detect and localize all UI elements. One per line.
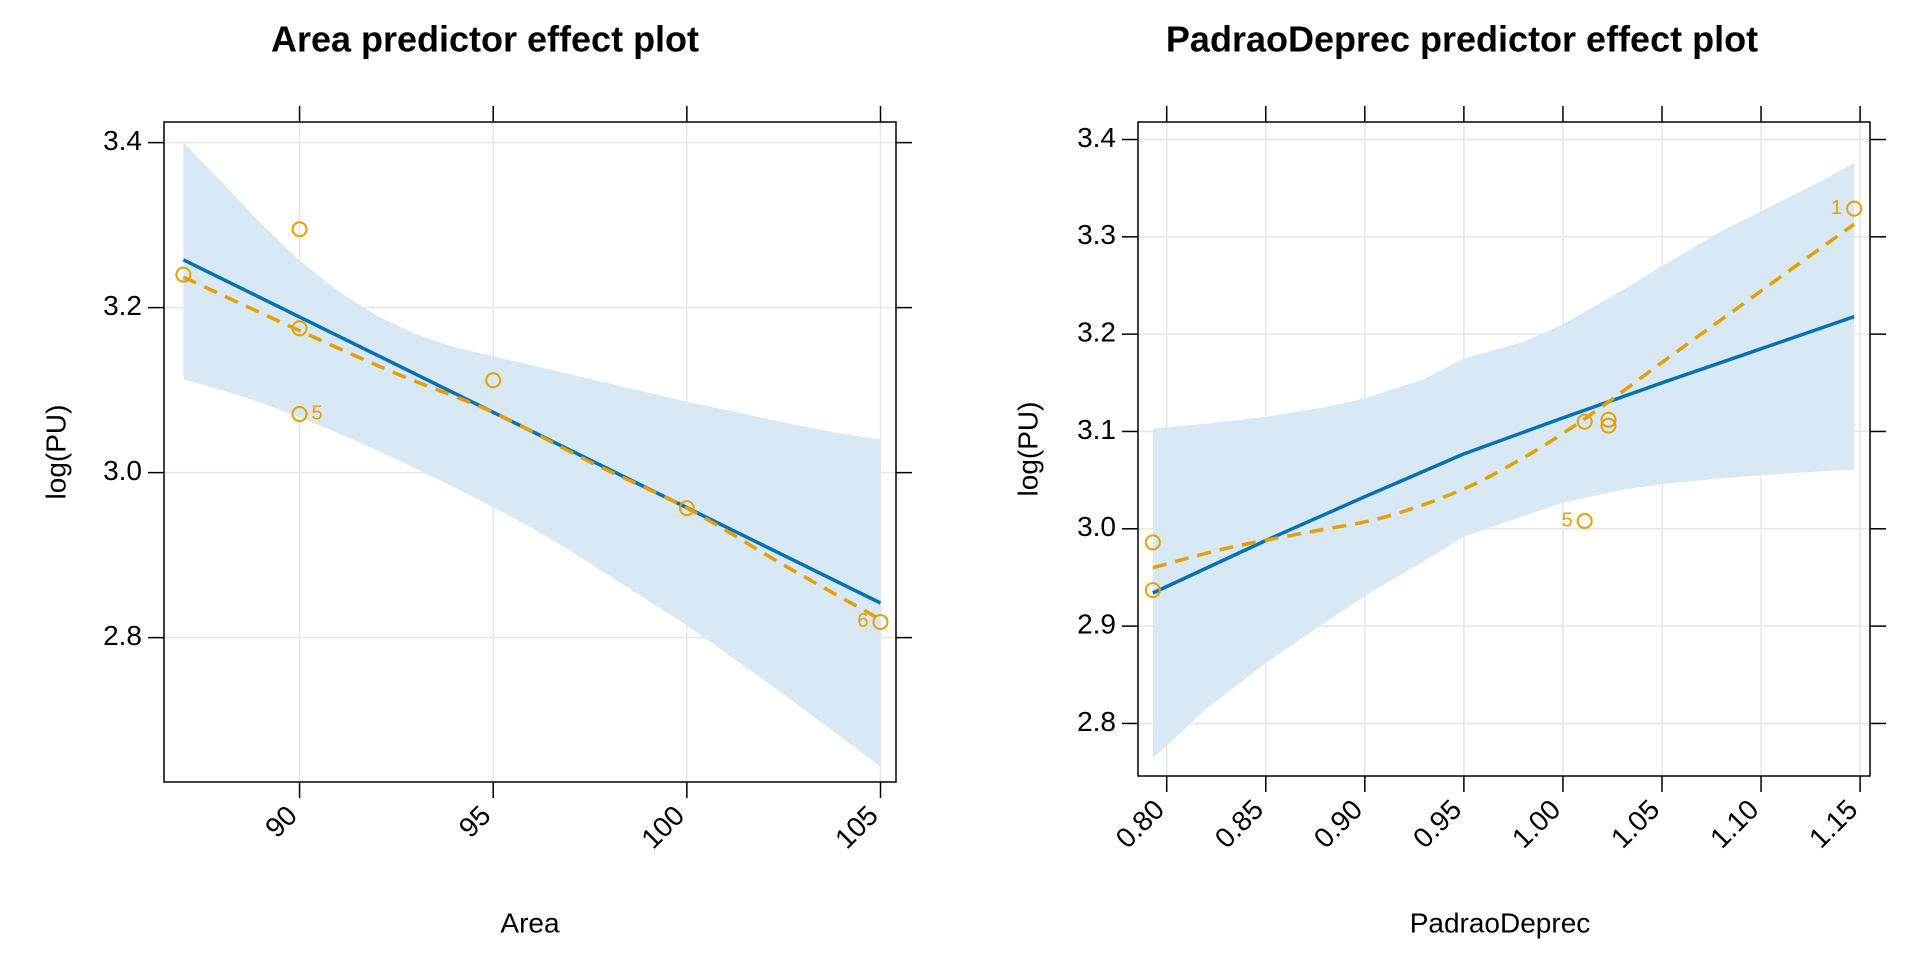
x-tick-label: 0.95 xyxy=(1407,794,1467,854)
fit-line xyxy=(1152,314,1855,595)
y-tick-label: 2.9 xyxy=(1077,609,1116,640)
y-tick-label: 3.2 xyxy=(1077,317,1116,348)
data-point xyxy=(1576,513,1593,530)
data-point xyxy=(1144,582,1161,599)
confidence-band xyxy=(183,142,881,767)
data-point xyxy=(1600,417,1617,434)
data-point xyxy=(1600,411,1617,428)
point-label: 5 xyxy=(1562,509,1573,531)
y-tick-label: 3.3 xyxy=(1077,219,1116,250)
point-label: 6 xyxy=(857,610,868,632)
chart-title: Area predictor effect plot xyxy=(271,19,699,60)
x-tick-label: 100 xyxy=(635,800,690,855)
y-tick-label: 3.4 xyxy=(103,125,142,156)
point-label: 5 xyxy=(312,402,323,424)
y-tick-label: 3.1 xyxy=(1077,414,1116,445)
data-point xyxy=(1846,200,1863,217)
data-point xyxy=(872,613,889,630)
area-effect-panel: Area predictor effect plot 5 6 90 95 100 105 2.… xyxy=(40,19,912,938)
x-tick-label: 95 xyxy=(453,800,497,844)
data-point xyxy=(678,500,695,517)
plot-frame xyxy=(1137,121,1871,777)
y-tick-label: 3.4 xyxy=(1077,122,1116,153)
x-tick-label: 0.80 xyxy=(1110,794,1170,854)
data-point xyxy=(291,221,308,238)
data-point xyxy=(485,372,502,389)
y-axis-label: log(PU) xyxy=(1012,402,1043,497)
data-point xyxy=(291,406,308,423)
point-label: 1 xyxy=(1831,197,1842,219)
y-axis-label: log(PU) xyxy=(40,405,71,500)
y-tick-label: 2.8 xyxy=(103,620,142,651)
confidence-band xyxy=(1152,162,1855,759)
x-tick-label: 1.15 xyxy=(1803,794,1863,854)
y-tick-label: 2.8 xyxy=(1077,706,1116,737)
x-axis-label: Area xyxy=(500,907,560,938)
x-tick-label: 105 xyxy=(829,800,884,855)
x-tick-label: 1.05 xyxy=(1605,794,1665,854)
plot-frame xyxy=(163,121,897,783)
y-tick-label: 3.0 xyxy=(103,455,142,486)
smooth-line xyxy=(1152,222,1856,570)
data-point xyxy=(291,320,308,337)
data-point xyxy=(1144,534,1161,551)
data-point xyxy=(175,266,192,283)
x-tick-label: 0.90 xyxy=(1308,794,1368,854)
x-tick-label: 0.85 xyxy=(1209,794,1269,854)
x-axis-label: PadraoDeprec xyxy=(1410,907,1591,938)
data-point xyxy=(1576,413,1593,430)
smooth-line xyxy=(182,275,882,622)
x-tick-label: 1.00 xyxy=(1506,794,1566,854)
chart-title: PadraoDeprec predictor effect plot xyxy=(1166,19,1758,60)
y-tick-label: 3.2 xyxy=(103,290,142,321)
x-tick-label: 1.10 xyxy=(1704,794,1764,854)
x-tick-label: 90 xyxy=(259,800,303,844)
y-tick-label: 3.0 xyxy=(1077,511,1116,542)
padraodeprec-effect-panel: PadraoDeprec predictor effect plot 5 1 0.80… xyxy=(1012,19,1886,938)
